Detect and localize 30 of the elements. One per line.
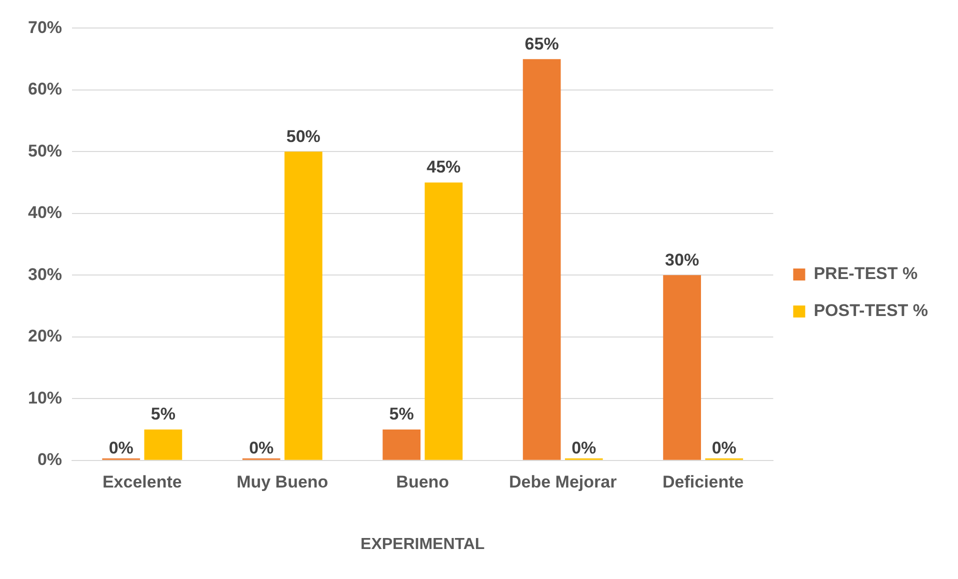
x-tick-label: Muy Bueno xyxy=(236,472,328,492)
y-tick-label: 20% xyxy=(28,326,62,346)
bar xyxy=(424,182,463,460)
bar xyxy=(284,152,322,460)
y-tick-label: 40% xyxy=(28,203,62,222)
y-tick-label: 50% xyxy=(28,141,62,160)
data-label: 0% xyxy=(108,438,134,458)
data-label: 0% xyxy=(712,438,736,458)
legend-label: POST-TEST % xyxy=(814,301,928,320)
data-label: 5% xyxy=(389,404,414,424)
bar xyxy=(663,275,701,460)
data-label: 45% xyxy=(426,158,461,177)
y-tick-label: 60% xyxy=(28,80,62,99)
data-label: 50% xyxy=(286,126,320,146)
x-tick-label: Deficiente xyxy=(662,472,744,492)
bar xyxy=(522,59,561,460)
x-tick-label: Bueno xyxy=(396,472,450,492)
data-label: 0% xyxy=(249,438,274,458)
x-tick-label: Debe Mejorar xyxy=(509,472,618,492)
y-tick-label: 10% xyxy=(28,388,62,408)
data-label: 30% xyxy=(665,250,700,270)
x-axis-title: EXPERIMENTAL xyxy=(360,536,485,553)
data-label: 65% xyxy=(524,34,559,54)
data-label: 0% xyxy=(572,438,596,458)
y-tick-label: 0% xyxy=(37,450,62,470)
y-tick-label: 30% xyxy=(28,264,62,284)
data-label: 5% xyxy=(150,404,176,424)
y-tick-label: 70% xyxy=(28,18,62,37)
legend-label: PRE-TEST % xyxy=(814,264,918,284)
x-tick-label: Excelente xyxy=(102,472,182,492)
